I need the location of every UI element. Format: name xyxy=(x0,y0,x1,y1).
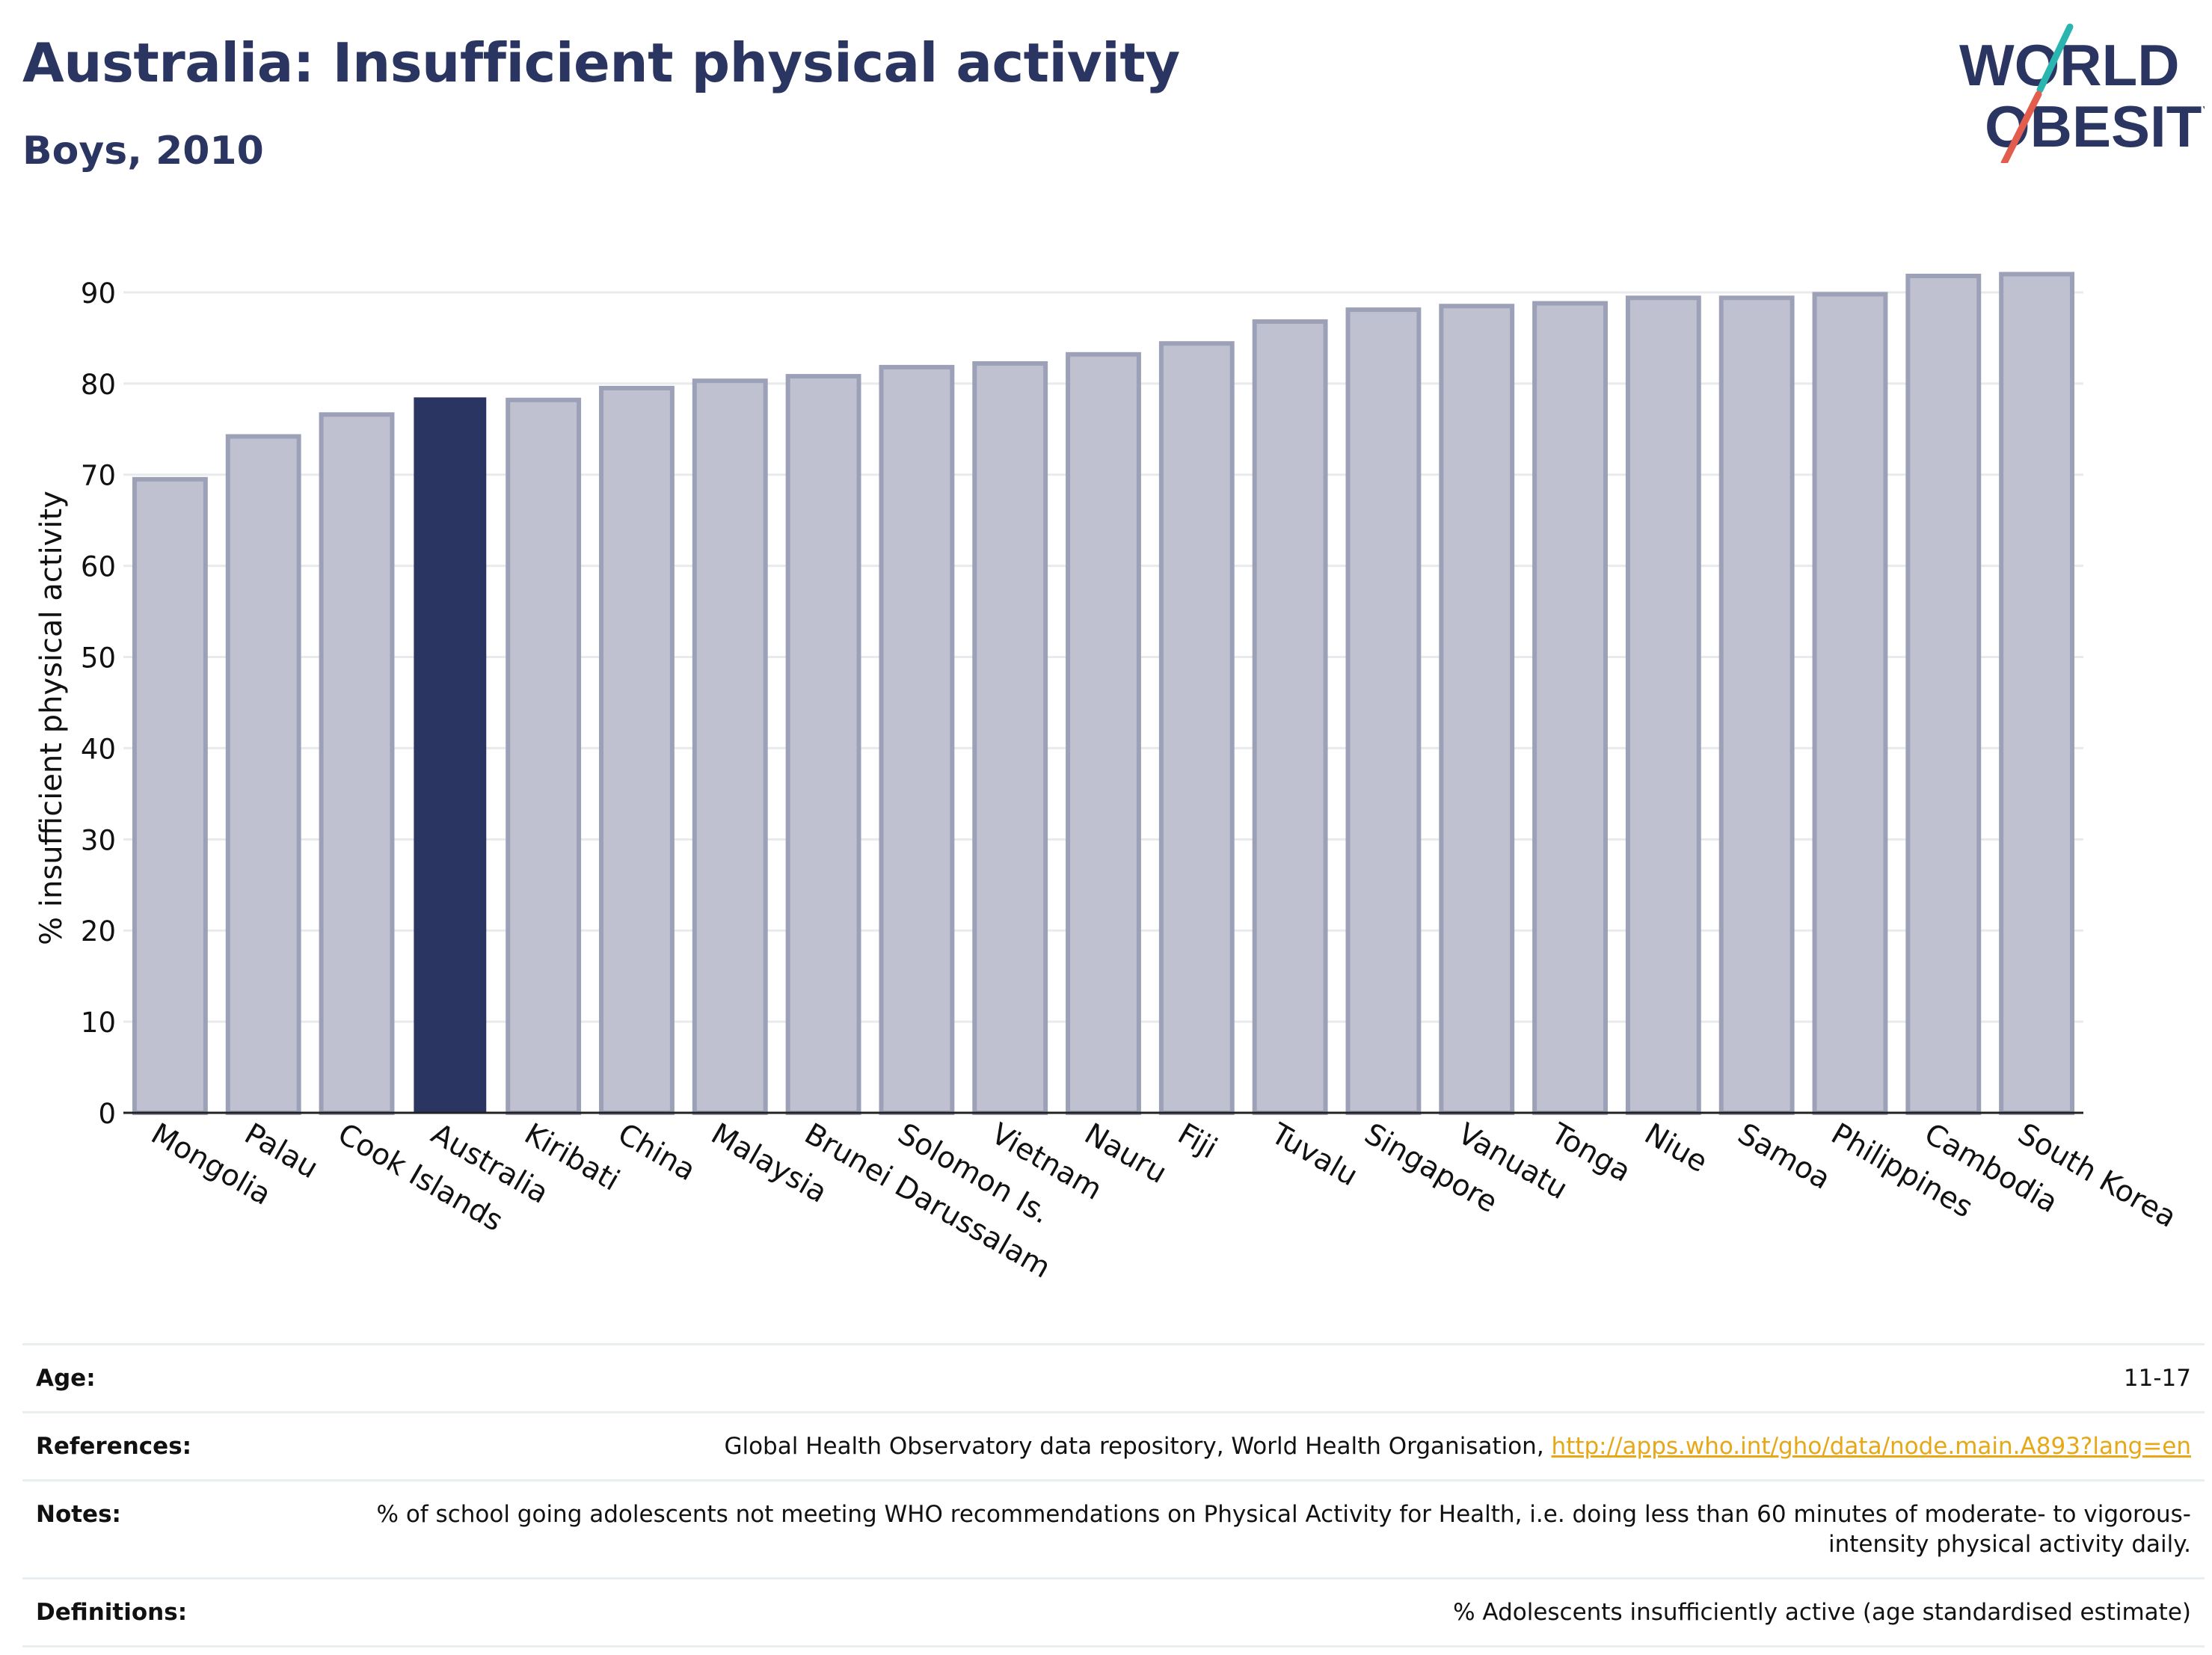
x-tick-label: Samoa xyxy=(1732,1117,1836,1197)
x-tick-label: Niue xyxy=(1638,1117,1712,1179)
chart-title: Australia: Insufficient physical activit… xyxy=(22,31,1180,94)
bar xyxy=(1066,351,1141,1115)
y-tick-label: 20 xyxy=(81,915,116,948)
references-value: Global Health Observatory data repositor… xyxy=(305,1431,2191,1461)
bar xyxy=(1252,319,1328,1115)
references-text: Global Health Observatory data repositor… xyxy=(724,1433,1552,1460)
y-tick-label: 90 xyxy=(81,277,116,310)
bar xyxy=(1905,274,1982,1115)
logo-red-slash xyxy=(2000,90,2042,163)
definitions-value: % Adolescents insufficiently active (age… xyxy=(1453,1599,2191,1626)
y-tick-label: 50 xyxy=(81,642,116,675)
x-tick-label: China xyxy=(612,1117,701,1188)
notes-value: % of school going adolescents not meetin… xyxy=(376,1501,2191,1558)
bar xyxy=(972,361,1048,1115)
y-tick-label: 70 xyxy=(81,460,116,492)
y-tick-label: 30 xyxy=(81,824,116,856)
bar xyxy=(1158,341,1235,1116)
bar xyxy=(692,378,768,1116)
chart-subtitle: Boys, 2010 xyxy=(22,129,264,174)
age-value: 11-17 xyxy=(2123,1365,2191,1392)
age-label: Age: xyxy=(36,1365,96,1392)
definitions-label: Definitions: xyxy=(36,1599,188,1626)
bars xyxy=(132,271,2075,1116)
y-tick-label: 80 xyxy=(81,369,116,401)
y-tick-label: 60 xyxy=(81,551,116,583)
bar xyxy=(319,412,395,1115)
y-axis-label: % insufficient physical activity xyxy=(34,491,69,945)
logo-word-world: WORLD xyxy=(1959,32,2180,98)
meta-row-notes: Notes: % of school going adolescents not… xyxy=(22,1479,2205,1577)
meta-row-age: Age: 11-17 xyxy=(22,1343,2205,1411)
bar xyxy=(1532,301,1608,1116)
y-axis-ticks: 0 10 20 30 40 50 60 70 80 90 xyxy=(81,277,116,1130)
references-label: References: xyxy=(36,1433,192,1460)
bar xyxy=(1999,271,2075,1115)
references-link[interactable]: http://apps.who.int/gho/data/node.main.A… xyxy=(1551,1433,2191,1460)
bar xyxy=(132,476,208,1115)
bar xyxy=(1718,295,1795,1115)
x-tick-label: Tuvalu xyxy=(1265,1117,1363,1193)
bar xyxy=(599,385,675,1115)
notes-label: Notes: xyxy=(36,1501,121,1528)
bar xyxy=(785,374,861,1115)
y-tick-label: 40 xyxy=(81,733,116,765)
metadata-table: Age: 11-17 References: Global Health Obs… xyxy=(22,1343,2205,1648)
bar xyxy=(506,397,582,1115)
bar xyxy=(1812,292,1888,1115)
bar xyxy=(879,364,955,1115)
bar-highlighted xyxy=(414,397,487,1114)
bar xyxy=(1625,295,1701,1115)
y-tick-label: 0 xyxy=(98,1098,116,1130)
bar xyxy=(225,434,301,1115)
world-obesity-logo: WORLD OBESITY xyxy=(1959,23,2205,163)
y-tick-label: 10 xyxy=(81,1007,116,1039)
meta-row-definitions: Definitions: % Adolescents insufficientl… xyxy=(22,1577,2205,1648)
bar xyxy=(1345,307,1422,1115)
bar xyxy=(1439,304,1515,1115)
x-tick-label: Fiji xyxy=(1172,1117,1223,1166)
meta-row-references: References: Global Health Observatory da… xyxy=(22,1411,2205,1479)
logo-teal-slash xyxy=(2036,23,2074,93)
